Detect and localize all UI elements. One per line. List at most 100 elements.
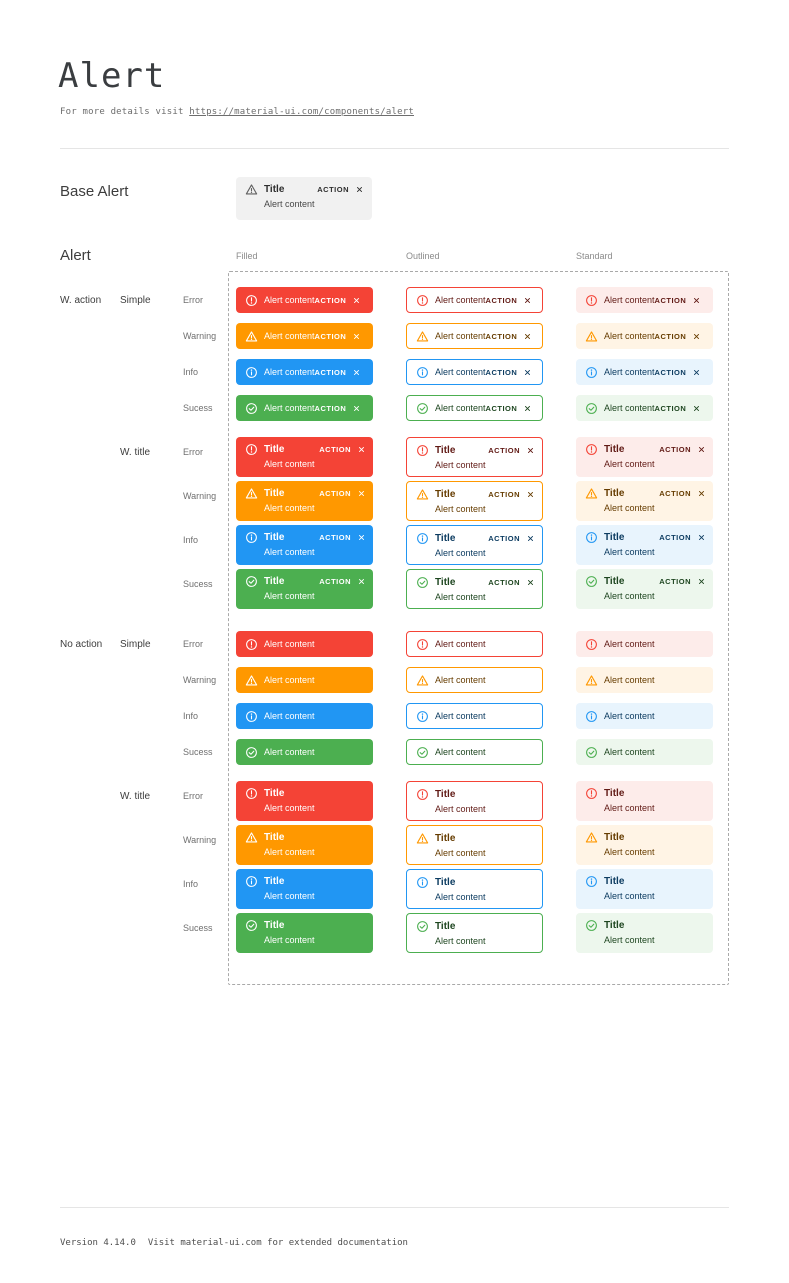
close-button[interactable] [352,332,361,341]
close-button[interactable] [692,296,701,305]
action-button[interactable]: ACTION [485,331,518,341]
close-button[interactable] [697,445,706,454]
close-button[interactable] [526,578,535,587]
alert-title: Title [435,921,456,932]
action-button[interactable]: ACTION [319,489,351,498]
action-button[interactable]: ACTION [485,403,518,413]
alert-variants: Title ACTION Alert content Title ACTION Alert… [236,437,713,477]
action-button[interactable]: ACTION [488,446,520,455]
action-button[interactable]: ACTION [654,295,687,305]
alert-variants: Title Alert content Title Alert content Titl… [236,869,713,909]
group-label [60,781,120,791]
action-button[interactable]: ACTION [319,533,351,542]
close-button[interactable] [352,404,361,413]
state-label: Error [183,447,203,457]
action-button[interactable]: ACTION [314,331,347,341]
alert-info-outlined: Title ACTION Alert content [406,525,543,565]
close-button[interactable] [697,489,706,498]
alert-header: Alert content [245,638,315,651]
close-button[interactable] [697,577,706,586]
warning-icon [585,487,598,500]
alert-title: Title [604,444,625,455]
close-button[interactable] [523,368,532,377]
close-button[interactable] [526,446,535,455]
close-button[interactable] [692,332,701,341]
state-label: Warning [183,331,217,341]
group-label [60,481,120,491]
close-button[interactable] [692,368,701,377]
action-button[interactable]: ACTION [314,403,347,413]
alert-content: Alert content [604,803,655,813]
close-button[interactable] [357,445,366,454]
alert-content: Alert content [435,403,486,413]
alert-header: Alert content [585,674,655,687]
action-button[interactable]: ACTION [659,489,691,498]
warning-icon [416,832,429,845]
alert-content: Alert content [604,591,655,601]
alert-error-outlined: Title ACTION Alert content [406,437,543,477]
success-icon [416,402,429,415]
docs-link[interactable]: https://material-ui.com/components/alert [189,107,414,117]
alert-header: Title ACTION [416,532,535,545]
action-button[interactable]: ACTION [654,331,687,341]
action-button[interactable]: ACTION [319,445,351,454]
action-button[interactable]: ACTION [488,578,520,587]
alert-header: Alert content ACTION [585,402,701,415]
close-button[interactable] [697,533,706,542]
action-button[interactable]: ACTION [319,577,351,586]
error-icon [245,443,258,456]
alert-title: Title [604,488,625,499]
close-button[interactable] [357,489,366,498]
close-button[interactable] [355,185,364,194]
error-icon [585,638,598,651]
alert-content: Alert content [604,503,655,513]
action-button[interactable]: ACTION [654,367,687,377]
action-button[interactable]: ACTION [488,490,520,499]
alert-title: Title [264,832,285,843]
alert-content: Alert content [264,591,315,601]
action-button[interactable]: ACTION [659,445,691,454]
action-button[interactable]: ACTION [659,533,691,542]
warning-icon [585,831,598,844]
close-button[interactable] [357,533,366,542]
alert-title: Title [604,532,625,543]
alert-content: Alert content [264,295,315,305]
alert-warning-outlined: Title Alert content [406,825,543,865]
state-label: Sucess [183,747,213,757]
alert-variants: Alert content ACTION Alert content ACTION Al… [236,287,713,313]
success-icon [585,746,598,759]
close-button[interactable] [523,296,532,305]
alert-content: Alert content [435,675,486,685]
close-button[interactable] [526,534,535,543]
alert-header: Alert content ACTION [416,402,532,415]
action-button[interactable]: ACTION [485,295,518,305]
alert-content: Alert content [604,747,655,757]
alert-content: Alert content [264,675,315,685]
alert-warning-standard: Alert content [576,667,713,693]
alert-header: Title [416,788,535,801]
close-button[interactable] [352,368,361,377]
alert-content: Alert content [435,639,486,649]
close-button[interactable] [523,332,532,341]
close-button[interactable] [523,404,532,413]
alert-header: Title ACTION [245,575,366,588]
alert-row-success: Sucess Alert content Alert content Alert co… [0,739,789,765]
action-button[interactable]: ACTION [314,367,347,377]
close-button[interactable] [692,404,701,413]
info-icon [585,875,598,888]
error-icon [585,787,598,800]
action-button[interactable]: ACTION [488,534,520,543]
close-button[interactable] [526,490,535,499]
alert-info-standard: Title ACTION Alert content [576,525,713,565]
alert-content: Alert content [604,675,655,685]
action-button[interactable]: ACTION [659,577,691,586]
info-icon [245,366,258,379]
action-button[interactable]: ACTION [654,403,687,413]
alert-title: Title [264,444,285,455]
close-button[interactable] [352,296,361,305]
action-button[interactable]: ACTION [317,185,349,194]
action-button[interactable]: ACTION [314,295,347,305]
close-button[interactable] [357,577,366,586]
action-button[interactable]: ACTION [485,367,518,377]
alert-content: Alert content [604,891,655,901]
